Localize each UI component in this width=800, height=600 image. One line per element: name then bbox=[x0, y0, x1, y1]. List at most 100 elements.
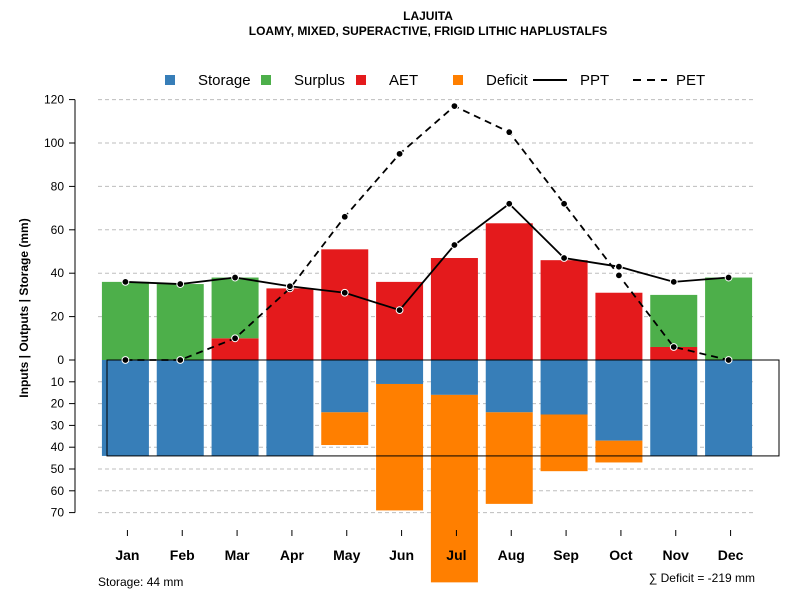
pet-point bbox=[450, 102, 459, 111]
aet-bar bbox=[540, 260, 588, 360]
storage-bar bbox=[211, 360, 259, 456]
surplus-bar bbox=[211, 277, 259, 339]
aet-bar bbox=[430, 258, 478, 360]
y-axis-label: Inputs | Outputs | Storage (mm) bbox=[17, 218, 31, 397]
y-tick-label: 20 bbox=[51, 397, 65, 411]
aet-bar bbox=[650, 346, 698, 360]
legend-label: Deficit bbox=[486, 72, 529, 89]
storage-bar bbox=[485, 360, 533, 413]
pet-point bbox=[560, 199, 568, 208]
ppt-point bbox=[669, 277, 678, 286]
ppt-point bbox=[395, 306, 404, 314]
y-tick-label: 40 bbox=[51, 266, 65, 280]
legend: Storage Surplus AET Deficit PPT PET bbox=[165, 72, 705, 89]
y-tick-label: 20 bbox=[51, 310, 65, 324]
legend-swatch bbox=[453, 75, 463, 85]
x-tick-label: Sep bbox=[553, 547, 579, 563]
y-tick-label: 70 bbox=[51, 506, 65, 520]
pet-point bbox=[176, 356, 185, 364]
x-tick-label: Oct bbox=[609, 547, 633, 563]
x-tick-label: Jun bbox=[389, 547, 414, 563]
pet-point bbox=[395, 149, 404, 158]
deficit-bar bbox=[430, 394, 478, 583]
deficit-bar bbox=[321, 412, 369, 446]
pet-line bbox=[125, 105, 729, 361]
aet-bar bbox=[266, 288, 314, 360]
y-tick-label: 10 bbox=[51, 375, 65, 389]
x-tick-label: Jul bbox=[446, 547, 466, 563]
surplus-bar bbox=[101, 281, 149, 360]
surplus-bar bbox=[705, 277, 753, 360]
ppt-point bbox=[340, 288, 349, 297]
deficit-note: ∑ Deficit = -219 mm bbox=[649, 571, 755, 585]
storage-bar bbox=[540, 360, 588, 415]
storage-bar bbox=[650, 360, 698, 456]
x-tick-label: Jan bbox=[115, 547, 139, 563]
legend-swatch bbox=[261, 75, 271, 85]
legend-label: Storage bbox=[198, 72, 251, 89]
pet-point bbox=[121, 356, 130, 364]
pet-point bbox=[669, 343, 678, 351]
pet-point bbox=[505, 128, 514, 137]
aet-bar bbox=[376, 281, 424, 360]
pet-point bbox=[724, 356, 733, 364]
storage-bar bbox=[376, 360, 424, 384]
deficit-bar bbox=[485, 412, 533, 504]
x-tick-label: Mar bbox=[225, 547, 250, 563]
x-tick-label: Aug bbox=[498, 547, 525, 563]
gridlines bbox=[98, 99, 756, 514]
y-tick-label: 0 bbox=[57, 353, 64, 367]
x-tick-label: Apr bbox=[280, 547, 305, 563]
chart-title: LAJUITA bbox=[403, 9, 453, 23]
storage-bar bbox=[101, 360, 149, 456]
lines bbox=[121, 102, 733, 364]
storage-bar bbox=[430, 360, 478, 395]
y-tick-label: 40 bbox=[51, 440, 65, 454]
y-tick-label: 30 bbox=[51, 418, 65, 432]
deficit-bar bbox=[376, 383, 424, 511]
chart-subtitle: LOAMY, MIXED, SUPERACTIVE, FRIGID LITHIC… bbox=[249, 24, 607, 38]
x-axis: Jan Feb Mar Apr May Jun Jul Aug Sep Oct Nov Dec bbox=[115, 530, 744, 563]
y-tick-label: 80 bbox=[51, 179, 65, 193]
storage-bar bbox=[156, 360, 204, 456]
legend-swatch bbox=[356, 75, 366, 85]
y-tick-label: 120 bbox=[44, 93, 64, 107]
storage-capacity-frame bbox=[106, 359, 780, 457]
x-tick-label: Nov bbox=[663, 547, 690, 563]
storage-note: Storage: 44 mm bbox=[98, 575, 183, 589]
aet-bar bbox=[321, 249, 369, 360]
ppt-point bbox=[615, 262, 623, 271]
ppt-point bbox=[231, 273, 239, 282]
ppt-point bbox=[176, 280, 185, 288]
storage-bar bbox=[705, 360, 753, 456]
y-tick-label: 60 bbox=[51, 223, 65, 237]
legend-swatch bbox=[165, 75, 175, 85]
ppt-point bbox=[121, 277, 130, 286]
ppt-point bbox=[724, 273, 733, 282]
y-axis: 0 20 40 60 80 100 120 10 20 30 40 50 60 70 bbox=[44, 93, 76, 520]
pet-point bbox=[340, 212, 349, 221]
storage-bar bbox=[321, 360, 369, 413]
legend-label: AET bbox=[389, 72, 418, 89]
ppt-point bbox=[505, 199, 514, 208]
legend-label: PET bbox=[676, 72, 705, 89]
aet-bar bbox=[485, 223, 533, 360]
ppt-line bbox=[125, 202, 729, 312]
legend-label: PPT bbox=[580, 72, 609, 89]
storage-bar bbox=[266, 360, 314, 456]
legend-label: Surplus bbox=[294, 72, 345, 89]
y-tick-label: 50 bbox=[51, 462, 65, 476]
deficit-bar bbox=[595, 440, 643, 463]
ppt-point bbox=[286, 282, 294, 291]
ppt-point bbox=[560, 254, 568, 262]
surplus-bar bbox=[650, 294, 698, 347]
aet-bar bbox=[595, 292, 643, 360]
surplus-bar bbox=[156, 284, 204, 360]
x-tick-label: May bbox=[333, 547, 360, 563]
pet-point bbox=[615, 271, 623, 280]
x-tick-label: Feb bbox=[170, 547, 195, 563]
bars bbox=[101, 223, 753, 583]
deficit-bar bbox=[540, 414, 588, 472]
y-tick-label: 60 bbox=[51, 484, 65, 498]
